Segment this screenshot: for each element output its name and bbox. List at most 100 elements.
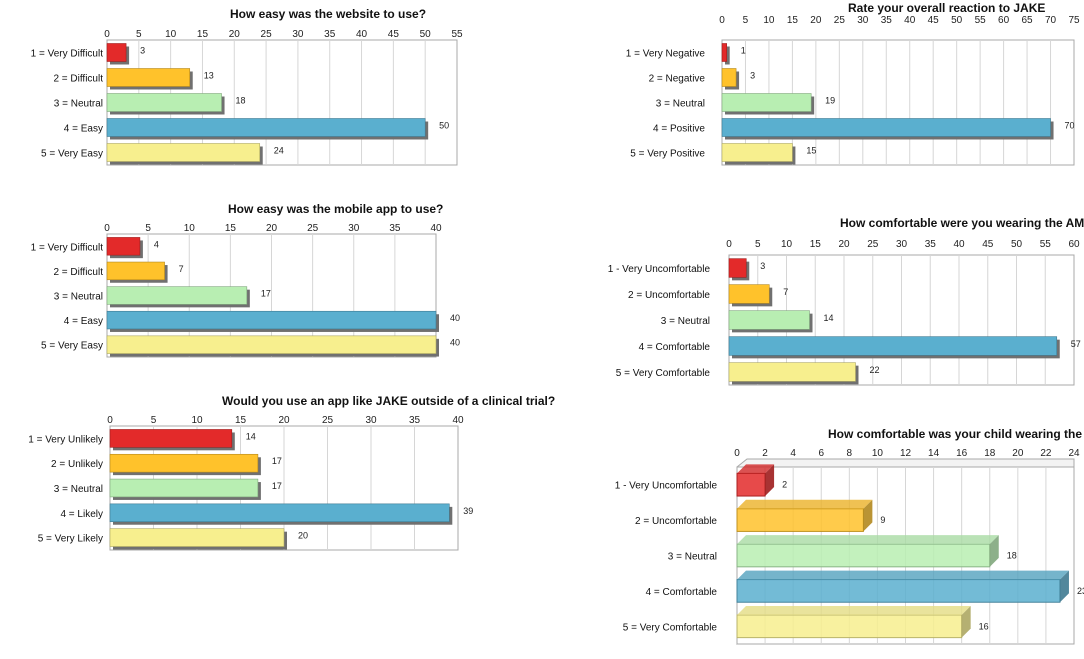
data-label: 15 [806, 146, 816, 156]
bar-side [1059, 570, 1069, 603]
bar-side [989, 535, 999, 567]
bar-top [737, 570, 1069, 580]
tick-label: 35 [389, 223, 401, 234]
category-label: 2 = Difficult [53, 267, 103, 278]
bar [109, 503, 450, 523]
tick-label: 30 [896, 239, 908, 250]
bar-top [737, 605, 971, 615]
tick-label: 40 [452, 415, 464, 426]
tick-label: 24 [1068, 448, 1080, 459]
category-label: 2 = Uncomfortable [635, 516, 717, 527]
bar-side [863, 499, 873, 532]
data-label: 2 [782, 480, 787, 490]
bar [109, 429, 233, 448]
tick-label: 0 [719, 15, 725, 26]
tick-label: 10 [872, 448, 884, 459]
bar [109, 528, 285, 547]
data-label: 20 [298, 531, 308, 541]
tick-label: 65 [1022, 15, 1034, 26]
bar [721, 93, 812, 112]
tick-label: 45 [928, 15, 940, 26]
tick-label: 20 [1012, 448, 1024, 459]
data-label: 18 [1007, 551, 1017, 561]
tick-label: 0 [726, 239, 732, 250]
chart-title: How easy was the mobile app to use? [228, 202, 443, 216]
tick-label: 40 [904, 15, 916, 26]
tick-label: 50 [420, 29, 432, 40]
chart-1: How easy was the website to use? 0 5 10 15 20… [31, 7, 463, 166]
chart-6: How comfortable was your child wearing t… [615, 427, 1084, 646]
data-label: 4 [154, 239, 159, 249]
category-label: 4 = Easy [64, 124, 103, 135]
tick-label: 15 [225, 223, 237, 234]
bar [728, 284, 770, 304]
tick-label: 25 [307, 223, 319, 234]
tick-label: 20 [838, 239, 850, 250]
bar [721, 143, 793, 162]
tick-label: 4 [790, 448, 796, 459]
category-label: 1 = Very Difficult [31, 49, 104, 60]
chart-title: How easy was the website to use? [230, 7, 426, 21]
category-label: 3 = Neutral [54, 484, 103, 495]
tick-label: 18 [984, 448, 996, 459]
chart-title: Rate your overall reaction to JAKE [848, 1, 1045, 15]
data-label: 9 [880, 515, 885, 525]
category-label: 3 = Neutral [54, 292, 103, 303]
tick-label: 10 [165, 29, 177, 40]
tick-label: 10 [184, 223, 196, 234]
data-label: 17 [272, 481, 282, 491]
tick-label: 35 [409, 415, 421, 426]
data-label: 7 [179, 264, 184, 274]
category-label: 2 = Unlikely [51, 459, 103, 470]
tick-label: 5 [136, 29, 142, 40]
data-label: 24 [274, 146, 284, 156]
bar [106, 68, 191, 87]
category-label: 1 = Very Negative [626, 49, 706, 60]
category-label: 4 = Easy [64, 316, 103, 327]
bar-side [765, 464, 775, 497]
category-label: 3 = Neutral [661, 316, 710, 327]
data-label: 3 [140, 46, 145, 56]
category-label: 4 = Comfortable [646, 587, 718, 598]
chart-title: How comfortable were you wearing the AMI… [840, 216, 1084, 230]
tick-label: 40 [953, 239, 965, 250]
bar [736, 508, 864, 532]
tick-label: 8 [847, 448, 853, 459]
tick-label: 0 [104, 29, 110, 40]
bar [728, 258, 747, 278]
category-label: 5 = Very Positive [630, 149, 705, 160]
bar-top [737, 499, 873, 509]
category-label: 3 = Neutral [656, 99, 705, 110]
bar [728, 310, 810, 330]
data-label: 40 [450, 313, 460, 323]
data-label: 3 [760, 261, 765, 271]
tick-label: 25 [261, 29, 273, 40]
tick-label: 70 [1045, 15, 1057, 26]
bar [106, 237, 141, 256]
category-label: 4 = Positive [653, 124, 705, 135]
tick-label: 45 [388, 29, 400, 40]
category-label: 1 = Very Difficult [31, 242, 104, 253]
tick-label: 30 [292, 29, 304, 40]
bar-top [737, 464, 775, 474]
bar [106, 310, 437, 330]
tick-label: 0 [734, 448, 740, 459]
tick-label: 35 [881, 15, 893, 26]
data-label: 14 [824, 313, 834, 323]
bar [736, 543, 991, 568]
bar [721, 43, 727, 62]
bar [721, 118, 1051, 137]
tick-label: 40 [356, 29, 368, 40]
data-label: 7 [783, 287, 788, 297]
bar-side [961, 605, 971, 638]
bar [106, 143, 261, 162]
data-label: 50 [439, 121, 449, 131]
bar [106, 286, 248, 305]
tick-label: 55 [1040, 239, 1052, 250]
tick-label: 15 [197, 29, 209, 40]
category-label: 1 - Very Uncomfortable [615, 481, 718, 492]
tick-label: 12 [900, 448, 912, 459]
category-label: 2 = Uncomfortable [628, 290, 710, 301]
category-label: 1 = Very Unlikely [28, 434, 103, 445]
data-label: 1 [741, 46, 746, 56]
